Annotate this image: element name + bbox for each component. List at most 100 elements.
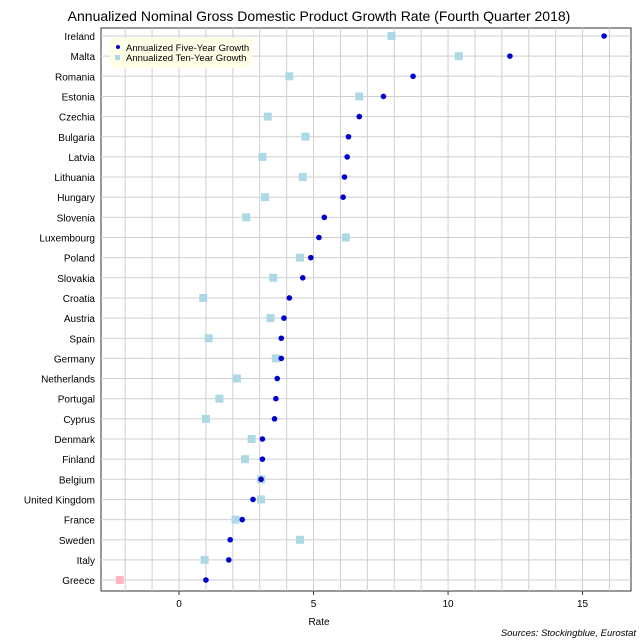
five-year-point — [341, 174, 348, 180]
five-year-point — [225, 557, 232, 563]
five-year-point — [507, 53, 513, 59]
five-year-point — [299, 275, 306, 281]
chart-title: Annualized Nominal Gross Domestic Produc… — [68, 8, 571, 24]
y-tick-label: France — [64, 516, 96, 527]
plot-area — [100, 27, 632, 592]
legend-five-year-label: Annualized Five-Year Growth — [126, 43, 249, 54]
five-year-point — [340, 194, 346, 200]
five-year-point — [274, 375, 281, 382]
five-year-point — [601, 33, 607, 39]
legend-ten-year-marker — [115, 55, 120, 60]
ten-year-point — [247, 435, 256, 443]
y-tick-label: Belgium — [59, 475, 95, 486]
ten-year-point — [355, 92, 364, 101]
ten-year-point — [454, 52, 463, 61]
ten-year-point — [258, 152, 267, 161]
y-tick-label: Portugal — [58, 395, 95, 406]
ten-year-point — [242, 213, 251, 222]
five-year-point — [258, 476, 264, 483]
y-tick-label: Latvia — [68, 153, 95, 164]
y-tick-label: Slovenia — [57, 213, 96, 224]
x-tick-label: 0 — [176, 599, 182, 610]
x-axis-title: Rate — [308, 617, 330, 628]
five-year-point — [356, 113, 363, 120]
y-tick-label: Sweden — [59, 536, 95, 547]
ten-year-point — [201, 414, 210, 423]
legend-ten-year-label: Annualized Ten-Year Growth — [126, 53, 246, 64]
ten-year-point — [387, 32, 396, 40]
five-year-point — [308, 254, 314, 261]
legend-five-year-marker — [116, 45, 120, 49]
ten-year-point — [257, 495, 266, 504]
ten-year-point — [204, 334, 213, 343]
ten-year-point — [232, 374, 241, 383]
y-tick-label: Germany — [54, 354, 95, 365]
five-year-point — [281, 315, 287, 321]
y-tick-label: Slovakia — [57, 274, 95, 285]
five-year-point — [259, 456, 266, 462]
ten-year-point — [296, 535, 305, 544]
source-note: Sources: Stockingblue, Eurostat — [501, 628, 637, 639]
y-tick-label: Italy — [77, 556, 95, 567]
five-year-point — [321, 214, 328, 221]
y-tick-label: Poland — [64, 254, 95, 265]
y-tick-label: Ireland — [64, 32, 95, 43]
y-tick-label: Bulgaria — [58, 133, 95, 144]
five-year-point — [344, 154, 350, 160]
five-year-point — [316, 234, 322, 241]
y-tick-label: Luxembourg — [39, 234, 95, 245]
ten-year-point — [240, 455, 249, 464]
five-year-point — [239, 516, 246, 523]
x-tick-label: 10 — [442, 599, 454, 610]
y-tick-label: Estonia — [62, 92, 96, 103]
y-tick-label: Denmark — [54, 435, 96, 446]
y-tick-label: Spain — [69, 334, 95, 345]
ten-year-point — [269, 273, 278, 282]
x-tick-label: 5 — [311, 599, 317, 610]
grid — [101, 28, 631, 591]
data-marks — [115, 32, 607, 585]
ten-year-point — [285, 72, 294, 81]
five-year-point — [227, 536, 233, 543]
legend: Annualized Five-Year Growth Annualized T… — [110, 38, 252, 68]
five-year-point — [278, 355, 285, 362]
y-tick-label: Netherlands — [41, 375, 95, 386]
y-tick-label: Lithuania — [54, 173, 95, 184]
ten-year-point — [271, 354, 280, 363]
legend-box — [110, 38, 252, 68]
y-tick-label: Romania — [55, 72, 95, 83]
ten-year-point — [266, 314, 275, 323]
y-tick-label: Croatia — [63, 294, 96, 305]
ten-year-point — [215, 394, 224, 403]
five-year-point — [273, 395, 279, 402]
ten-year-point — [199, 293, 208, 302]
five-year-point — [203, 577, 209, 583]
y-tick-label: United Kingdom — [24, 495, 95, 506]
y-axis-labels: Ireland Malta Romania Estonia Czechia Bulgari… — [24, 32, 96, 587]
ten-year-point — [200, 555, 209, 564]
five-year-point — [380, 93, 387, 100]
y-tick-label: Cyprus — [63, 415, 95, 426]
x-tick-label: 15 — [577, 599, 589, 610]
y-tick-label: Czechia — [59, 113, 96, 124]
five-year-point — [278, 335, 285, 342]
ten-year-point — [296, 253, 305, 262]
y-tick-label: Finland — [62, 455, 95, 466]
five-year-point — [286, 295, 293, 301]
y-tick-label: Greece — [62, 576, 95, 587]
ten-year-point — [231, 515, 240, 524]
five-year-point — [250, 496, 256, 503]
ten-year-point — [263, 112, 272, 121]
ten-year-point — [261, 193, 270, 202]
y-tick-label: Austria — [64, 314, 96, 325]
five-year-point — [410, 73, 416, 80]
y-tick-label: Hungary — [57, 193, 95, 204]
ten-year-point — [341, 233, 350, 242]
five-year-point — [271, 416, 278, 422]
five-year-point — [259, 436, 266, 442]
ten-year-point — [115, 576, 124, 585]
x-axis-ticks: 0 5 10 15 — [176, 591, 589, 610]
ten-year-point — [298, 173, 307, 182]
y-tick-label: Malta — [71, 52, 96, 63]
